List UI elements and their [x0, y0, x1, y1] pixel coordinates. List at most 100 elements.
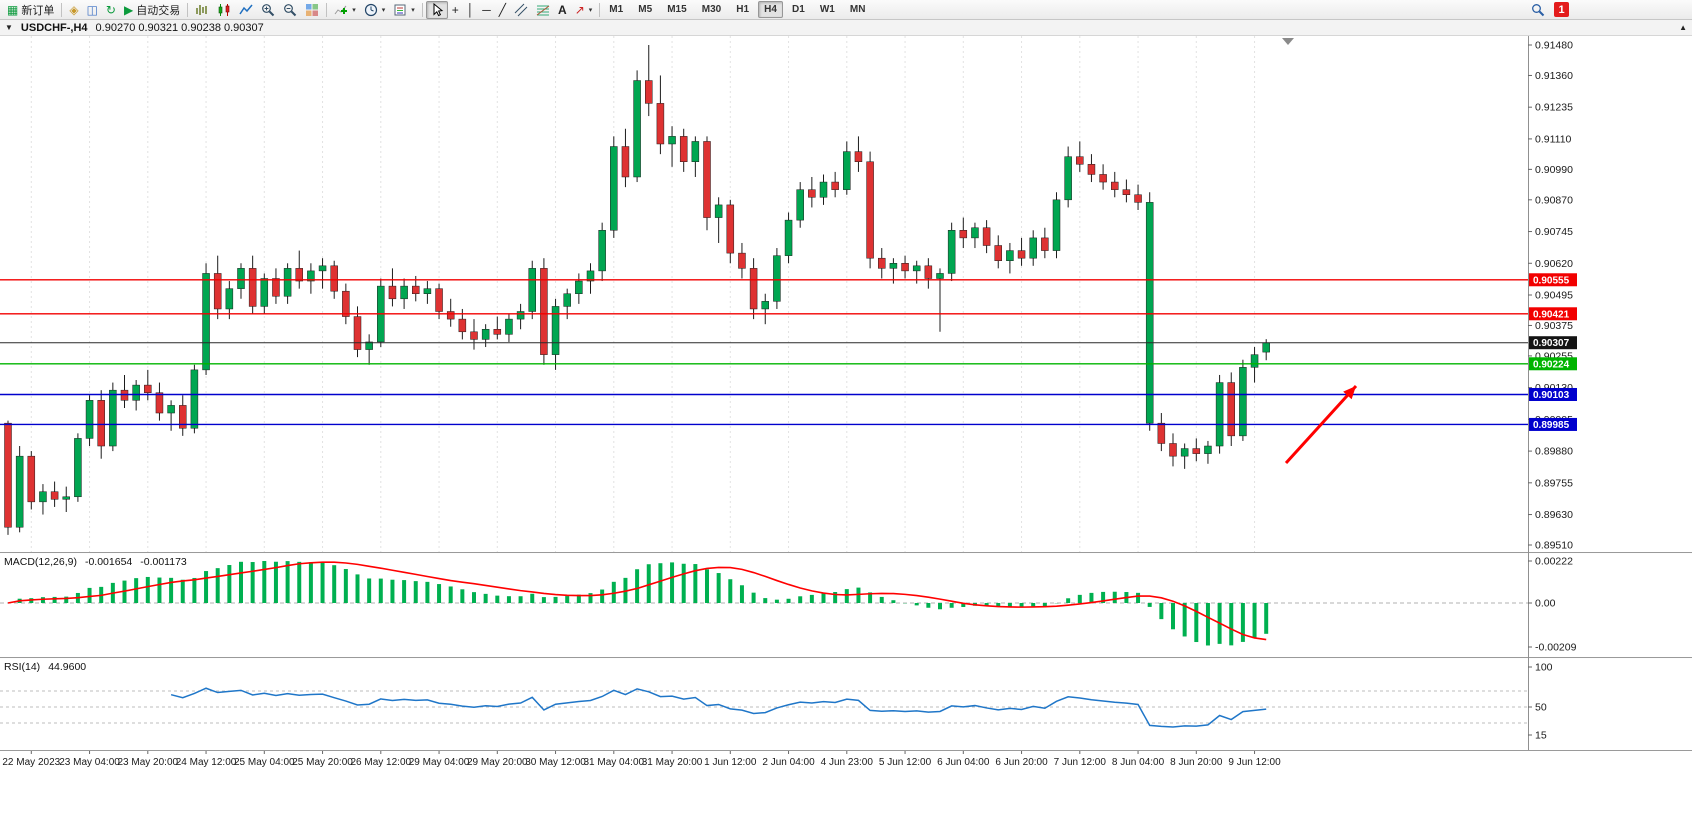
- refresh-button[interactable]: ↻: [102, 1, 120, 19]
- fibonacci-button[interactable]: [532, 1, 554, 19]
- macd-panel[interactable]: 0.00222 0.00 -0.00209: [0, 552, 1692, 657]
- price-axis: 0.91480 0.91360 0.91235 0.91110 0.90990 0.908…: [1528, 36, 1573, 552]
- svg-text:6 Jun 04:00: 6 Jun 04:00: [937, 757, 990, 768]
- chevron-down-icon: ▾: [411, 6, 415, 14]
- bar-chart-icon: [196, 4, 207, 15]
- tile-windows-button[interactable]: [301, 1, 323, 19]
- svg-text:0.90870: 0.90870: [1535, 194, 1573, 206]
- horizontal-line-button[interactable]: ─: [478, 1, 495, 19]
- rsi-panel[interactable]: 100 50 15: [0, 657, 1692, 750]
- svg-text:22 May 2023: 22 May 2023: [2, 757, 60, 768]
- timeframe-d1-button[interactable]: D1: [786, 1, 811, 18]
- svg-text:0.91235: 0.91235: [1535, 102, 1573, 114]
- zoom-out-button[interactable]: [279, 1, 301, 19]
- svg-text:0.89510: 0.89510: [1535, 540, 1573, 552]
- profile-icon: ◫: [86, 2, 98, 17]
- svg-text:0.90224: 0.90224: [1533, 359, 1570, 370]
- cursor-button[interactable]: [425, 0, 448, 19]
- svg-text:15: 15: [1535, 730, 1547, 742]
- chevron-down-icon: ▾: [381, 6, 386, 14]
- level-lines[interactable]: 0.90555 0.90421 0.90307 0.90224 0.90103 0.899…: [0, 273, 1577, 431]
- toolbar-separator: [61, 2, 63, 17]
- autotrading-button[interactable]: ▶ 自动交易: [120, 1, 184, 19]
- grid-lines: [30, 36, 1256, 552]
- timeframe-m30-button[interactable]: M30: [696, 1, 727, 18]
- svg-text:0.89755: 0.89755: [1535, 477, 1573, 489]
- svg-text:0.90620: 0.90620: [1535, 258, 1573, 270]
- text-button[interactable]: A: [554, 1, 571, 19]
- svg-text:-0.00209: -0.00209: [1535, 642, 1577, 654]
- new-order-icon: ▦: [7, 2, 19, 17]
- chart-shift-marker[interactable]: [1282, 38, 1294, 45]
- timeframe-m5-button[interactable]: M5: [632, 1, 658, 18]
- crosshair-icon: +: [451, 2, 459, 17]
- notification-badge[interactable]: 1: [1554, 2, 1569, 17]
- rsi-value: 44.9600: [48, 661, 87, 673]
- macd-value-signal: -0.001173: [140, 556, 187, 568]
- timeframe-m15-button[interactable]: M15: [661, 1, 692, 18]
- vertical-line-button[interactable]: │: [463, 1, 479, 19]
- timeframe-w1-button[interactable]: W1: [814, 1, 841, 18]
- new-order-label: 新订单: [21, 4, 55, 17]
- rsi-line: [170, 687, 1267, 728]
- svg-text:0.00: 0.00: [1535, 598, 1556, 610]
- indicators-button[interactable]: ▾: [330, 1, 360, 19]
- svg-text:8 Jun 20:00: 8 Jun 20:00: [1170, 757, 1223, 768]
- macd-value-main: -0.001654: [84, 556, 133, 568]
- svg-text:4 Jun 23:00: 4 Jun 23:00: [821, 757, 874, 768]
- zoom-in-icon: [262, 3, 275, 16]
- collapse-icon[interactable]: ▼: [5, 23, 13, 32]
- svg-text:26 May 12:00: 26 May 12:00: [350, 757, 411, 768]
- search-icon: [1532, 3, 1545, 16]
- quotes-button[interactable]: ◈: [65, 1, 82, 19]
- fibonacci-icon: [536, 5, 550, 15]
- autotrading-label: 自动交易: [136, 4, 181, 17]
- channel-button[interactable]: [510, 1, 532, 19]
- toolbar-separator: [599, 2, 601, 17]
- cursor-icon: [433, 2, 443, 16]
- line-chart-button[interactable]: [235, 1, 257, 19]
- svg-text:0.90307: 0.90307: [1533, 338, 1570, 349]
- candles: [4, 45, 1270, 535]
- tile-windows-icon: [306, 3, 319, 16]
- toolbar-separator: [421, 2, 423, 17]
- new-order-button[interactable]: ▦ 新订单: [3, 1, 58, 19]
- svg-text:1 Jun 12:00: 1 Jun 12:00: [704, 757, 757, 768]
- search-button[interactable]: [1527, 1, 1549, 19]
- svg-text:7 Jun 12:00: 7 Jun 12:00: [1054, 757, 1107, 768]
- chevron-down-icon: ▾: [352, 6, 356, 14]
- svg-text:0.91110: 0.91110: [1535, 133, 1572, 145]
- arrows-icon: ↗: [574, 2, 585, 17]
- candlestick-chart-icon: [218, 3, 230, 16]
- chart-ohlc: 0.90270 0.90321 0.90238 0.90307: [95, 21, 264, 34]
- templates-button[interactable]: ▾: [389, 1, 419, 19]
- arrow-annotation[interactable]: [1284, 384, 1358, 465]
- trendline-button[interactable]: ╱: [495, 1, 510, 19]
- vertical-line-icon: │: [466, 2, 475, 17]
- bar-chart-button[interactable]: [191, 1, 213, 19]
- svg-text:24 May 12:00: 24 May 12:00: [176, 757, 237, 768]
- svg-text:0.89630: 0.89630: [1535, 509, 1573, 521]
- main-chart-canvas[interactable]: 0.91480 0.91360 0.91235 0.91110 0.90990 0.908…: [0, 36, 1692, 552]
- chevron-down-icon: ▾: [588, 6, 593, 14]
- timeframe-h1-button[interactable]: H1: [730, 1, 755, 18]
- arrows-button[interactable]: ↗ ▾: [571, 1, 597, 19]
- zoom-in-button[interactable]: [257, 1, 279, 19]
- timeframe-m1-button[interactable]: M1: [603, 1, 629, 18]
- chart-menu-icon[interactable]: ▲: [1679, 23, 1687, 32]
- svg-text:6 Jun 20:00: 6 Jun 20:00: [995, 757, 1048, 768]
- periods-button[interactable]: ▾: [360, 1, 390, 19]
- timeframe-mn-button[interactable]: MN: [844, 1, 872, 18]
- timeframe-h4-button[interactable]: H4: [758, 1, 783, 18]
- profile-button[interactable]: ◫: [83, 1, 102, 19]
- svg-text:0.90375: 0.90375: [1535, 320, 1573, 332]
- crosshair-button[interactable]: +: [448, 1, 463, 19]
- candlestick-chart-button[interactable]: [213, 1, 235, 19]
- chart-titlebar: ▼ USDCHF-,H4 0.90270 0.90321 0.90238 0.9…: [0, 20, 1692, 36]
- svg-text:8 Jun 04:00: 8 Jun 04:00: [1112, 757, 1165, 768]
- autotrading-icon: ▶: [123, 2, 134, 17]
- quotes-icon: ◈: [69, 2, 79, 17]
- svg-text:0.90555: 0.90555: [1533, 275, 1570, 286]
